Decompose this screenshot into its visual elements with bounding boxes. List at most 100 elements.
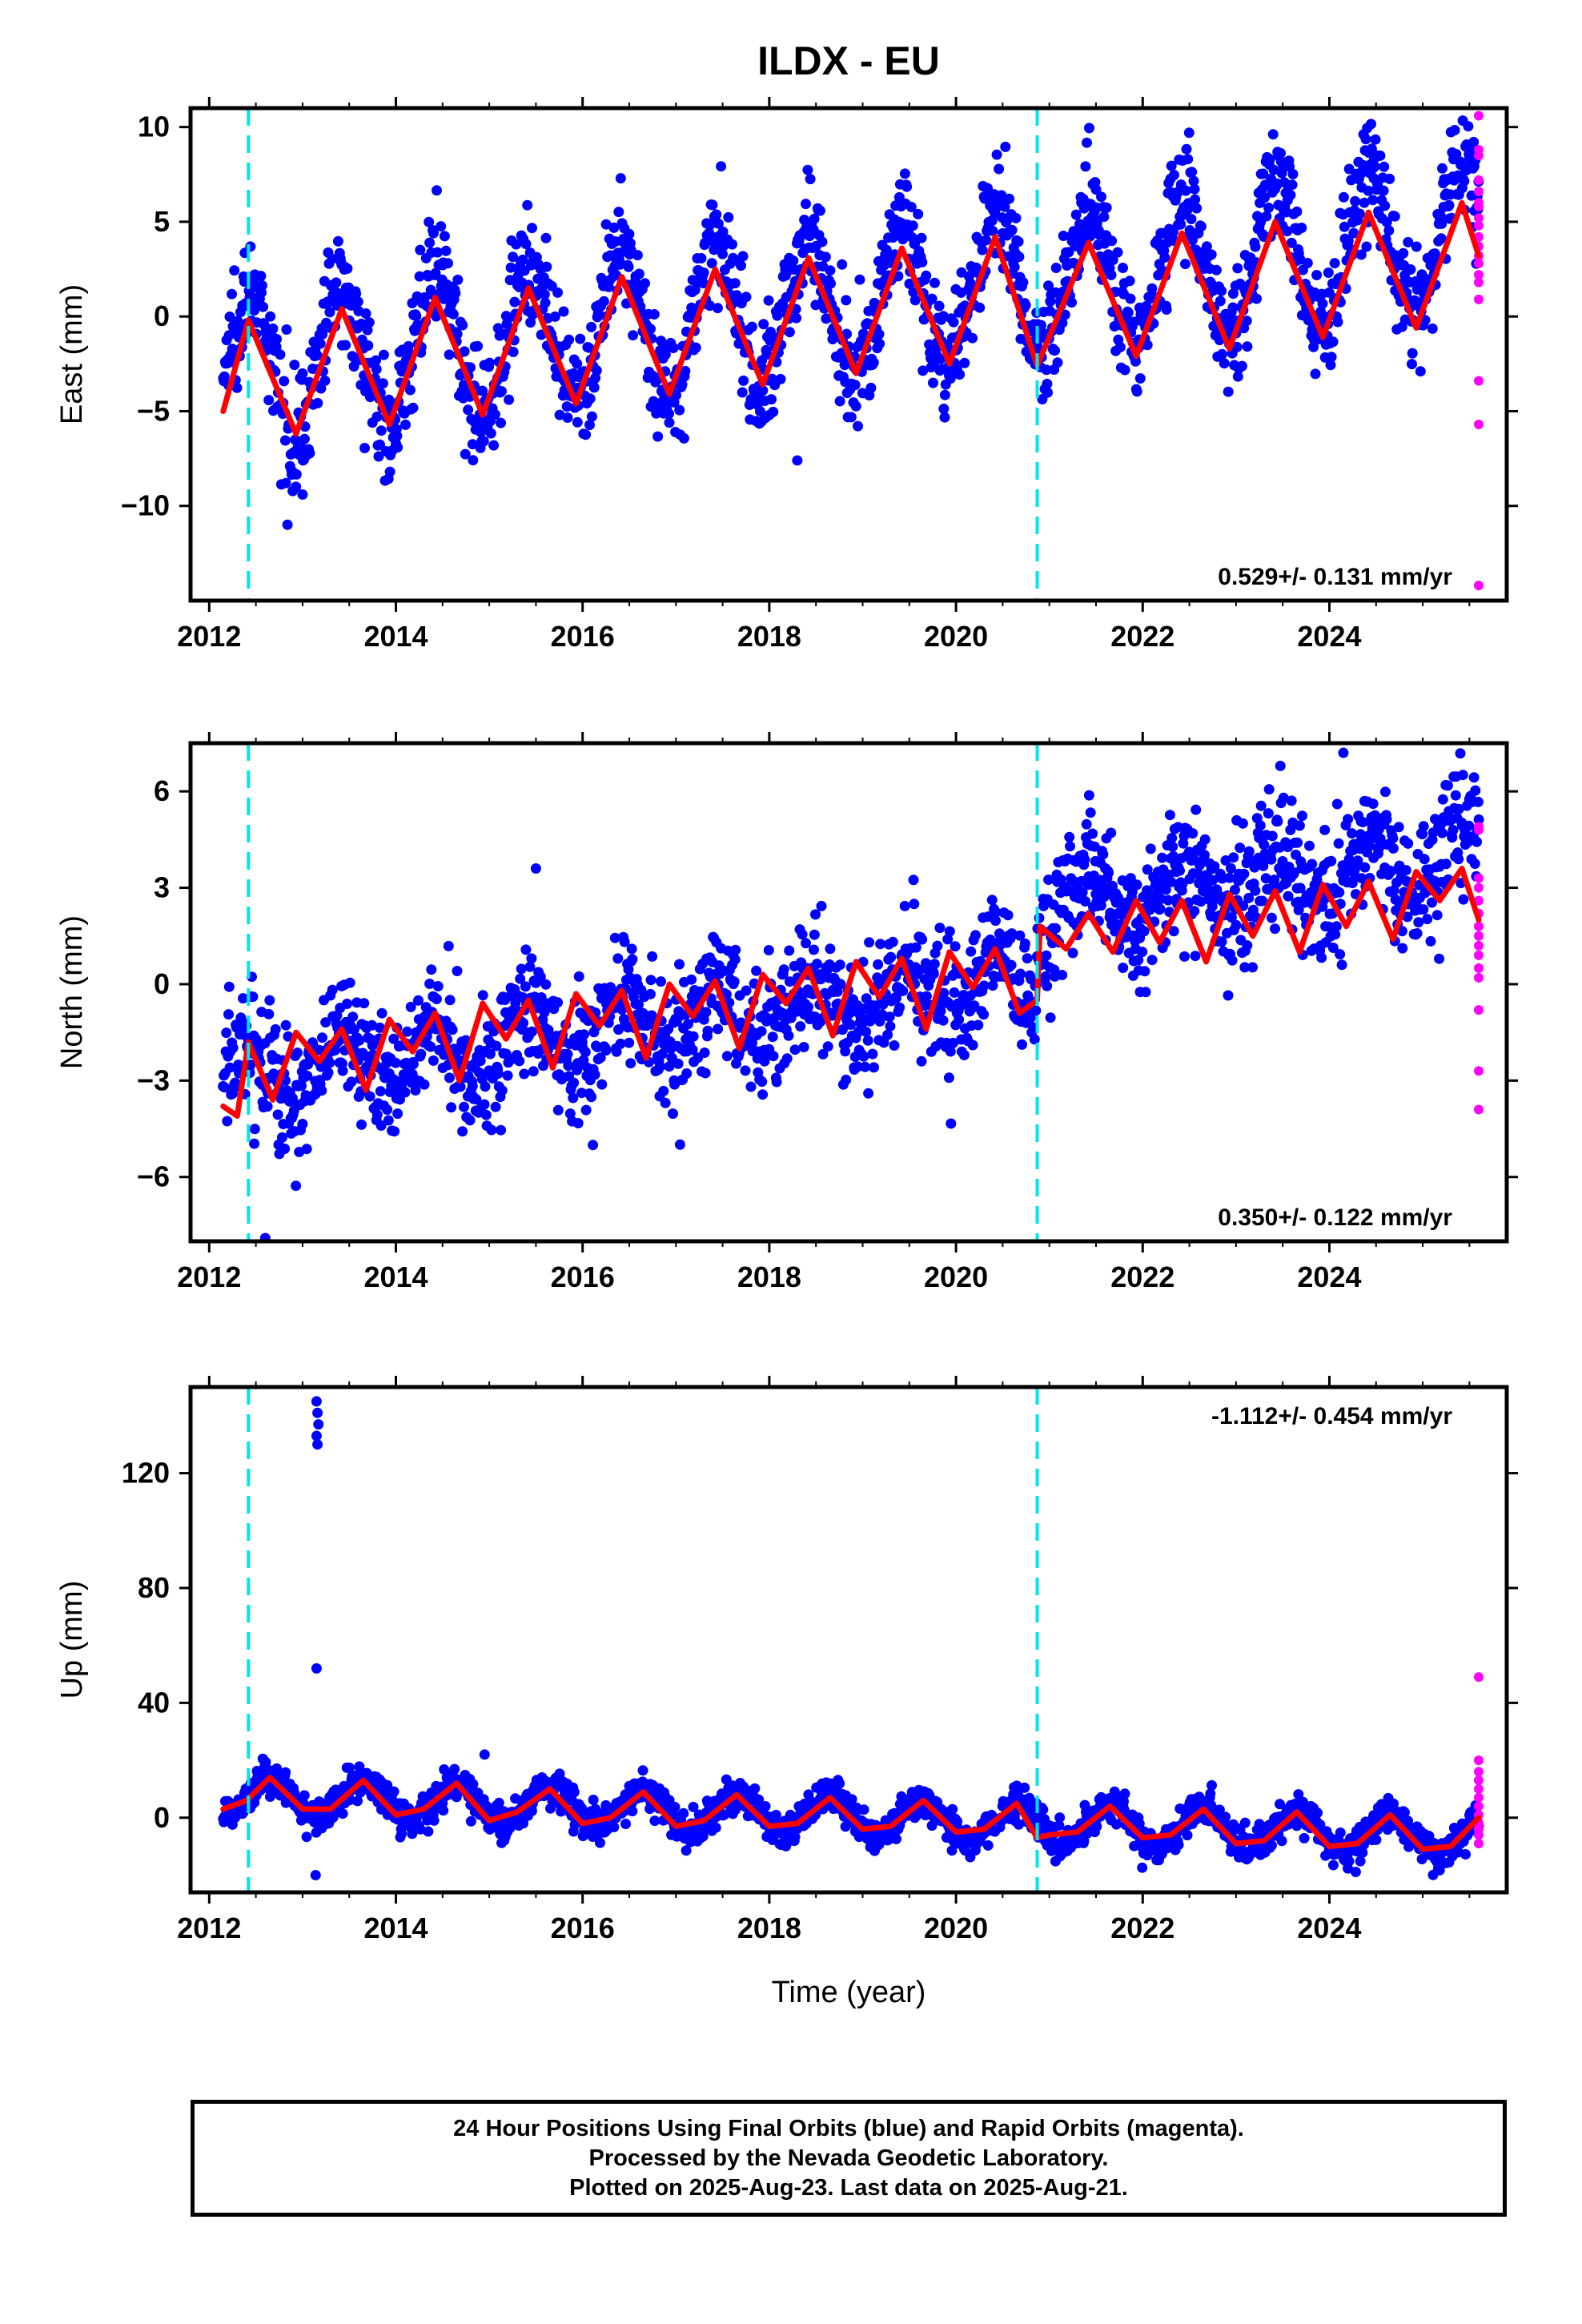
final-orbit-point [1230, 884, 1240, 895]
final-orbit-point [845, 1019, 856, 1030]
final-orbit-point [1057, 317, 1068, 328]
final-orbit-point [488, 440, 500, 451]
final-orbit-point [575, 333, 586, 344]
final-orbit-point [805, 174, 816, 185]
final-orbit-point [265, 311, 276, 322]
final-orbit-point [1191, 203, 1203, 214]
final-orbit-point [1369, 161, 1380, 172]
final-orbit-point [1323, 921, 1335, 932]
final-orbit-point [1378, 185, 1389, 196]
final-orbit-point [1211, 264, 1222, 275]
final-orbit-point [970, 930, 981, 941]
final-orbit-point [717, 248, 728, 259]
final-orbit-point [1175, 219, 1186, 230]
final-orbit-point [502, 1070, 513, 1081]
final-orbit-point [789, 1044, 801, 1055]
final-orbit-point [810, 909, 821, 920]
final-orbit-point [1443, 199, 1455, 211]
final-orbit-point [973, 1019, 984, 1031]
final-orbit-point [549, 311, 560, 322]
final-orbit-point [723, 211, 734, 223]
final-orbit-point [1260, 873, 1271, 884]
final-orbit-point [1463, 121, 1474, 132]
final-orbit-point [1231, 341, 1243, 352]
final-orbit-point [562, 412, 573, 423]
final-orbit-point [219, 371, 230, 382]
final-orbit-point [736, 260, 746, 271]
final-orbit-point [260, 1757, 271, 1767]
final-orbit-point [756, 1026, 767, 1037]
final-orbit-point [359, 998, 370, 1009]
panel-1: 2012 2014 2016 2018 2020 2022 20241050−5−10Eas… [55, 97, 1518, 653]
final-orbit-point [1166, 833, 1178, 843]
final-orbit-point [683, 1019, 693, 1030]
final-orbit-point [264, 995, 275, 1006]
final-orbit-point [798, 1042, 809, 1052]
final-orbit-point [291, 1180, 302, 1192]
final-orbit-point [1186, 167, 1198, 178]
final-orbit-point [486, 1124, 497, 1136]
final-orbit-point [1405, 264, 1416, 275]
final-orbit-point [1186, 214, 1197, 224]
final-orbit-point [1400, 865, 1411, 876]
final-orbit-point [1348, 227, 1359, 239]
final-orbit-point [760, 1801, 771, 1811]
final-orbit-point [705, 300, 716, 312]
x-tick-label: 2012 [177, 620, 241, 653]
final-orbit-point [1083, 790, 1094, 801]
final-orbit-point [921, 270, 932, 281]
final-orbit-point [346, 1076, 357, 1088]
final-orbit-point [1142, 340, 1153, 351]
final-orbit-point [633, 268, 644, 279]
final-orbit-point [1453, 803, 1464, 814]
final-orbit-point [740, 1065, 751, 1076]
final-orbit-point [908, 875, 919, 886]
final-orbit-point [711, 209, 722, 220]
outlier-point [297, 489, 308, 501]
final-orbit-point [541, 261, 552, 272]
final-orbit-point [342, 999, 352, 1009]
final-orbit-point [375, 1120, 387, 1131]
final-orbit-point [1317, 298, 1328, 309]
final-orbit-point [1292, 837, 1303, 848]
final-orbit-point [688, 304, 699, 316]
final-orbit-point [938, 311, 949, 322]
final-orbit-point [671, 390, 681, 400]
final-orbit-point [939, 389, 950, 400]
final-orbit-point [323, 1068, 334, 1078]
x-tick-label: 2016 [551, 1261, 615, 1293]
final-orbit-point [757, 1089, 769, 1100]
final-orbit-point [371, 1109, 383, 1120]
final-orbit-point [841, 328, 852, 340]
final-orbit-point [1472, 836, 1483, 847]
final-orbit-point [327, 984, 338, 995]
final-orbit-point [392, 1108, 404, 1120]
final-orbit-point [590, 1803, 601, 1815]
final-orbit-point [280, 1767, 291, 1778]
final-orbit-point [281, 324, 292, 335]
final-orbit-point [809, 929, 820, 940]
final-orbit-point [717, 226, 729, 237]
final-orbit-point [272, 1109, 283, 1120]
final-orbit-point [1294, 820, 1305, 831]
final-orbit-point [1431, 910, 1443, 921]
y-tick-label: 0 [154, 300, 170, 332]
final-orbit-point [1133, 955, 1144, 966]
final-orbit-point [1325, 360, 1336, 371]
final-orbit-point [477, 385, 488, 396]
final-orbit-point [741, 292, 752, 303]
final-orbit-point [374, 1022, 385, 1033]
rapid-orbits-points [1474, 822, 1484, 1115]
final-orbit-point [1450, 790, 1461, 801]
final-orbit-point [1331, 798, 1343, 810]
final-orbit-point [1338, 191, 1349, 203]
final-orbit-point [408, 402, 419, 413]
final-orbit-point [699, 1047, 710, 1058]
final-orbit-point [1470, 785, 1481, 796]
final-orbit-point [359, 443, 370, 453]
final-orbit-point [954, 1014, 965, 1025]
final-orbit-point [974, 302, 986, 313]
final-orbit-point [382, 1779, 393, 1791]
final-orbit-point [1472, 796, 1484, 807]
final-orbit-point [1366, 119, 1376, 130]
